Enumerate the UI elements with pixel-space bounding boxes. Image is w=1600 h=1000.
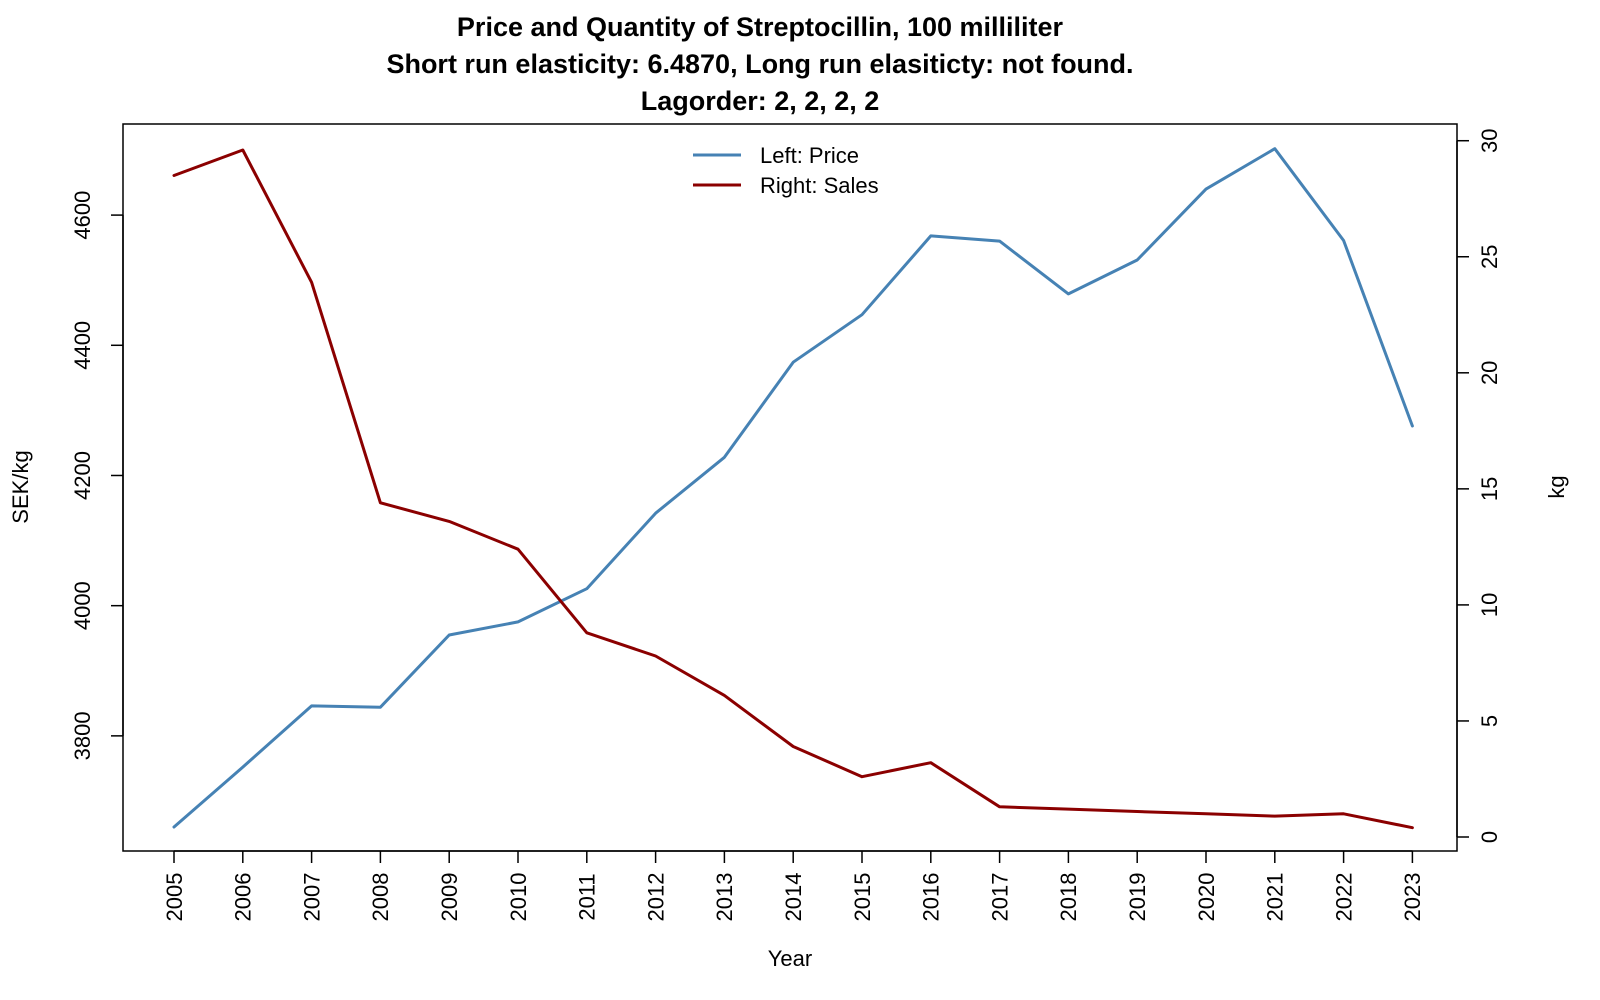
- x-tick-label: 2006: [231, 873, 256, 922]
- chart-title: Price and Quantity of Streptocillin, 100…: [457, 12, 1064, 42]
- x-tick-label: 2020: [1194, 873, 1219, 922]
- x-tick-label: 2009: [437, 873, 462, 922]
- right-tick-label: 30: [1477, 128, 1502, 152]
- right-tick-label: 20: [1477, 361, 1502, 385]
- left-axis-title: SEK/kg: [8, 450, 33, 523]
- right-tick-label: 5: [1477, 715, 1502, 727]
- right-tick-label: 10: [1477, 593, 1502, 617]
- right-axis: 0 5 10 15 20 25 30: [1456, 128, 1502, 843]
- left-axis: 3800 4000 4200 4400 4600: [70, 191, 124, 760]
- x-tick-label: 2022: [1331, 873, 1356, 922]
- x-tick-label: 2012: [643, 873, 668, 922]
- x-tick-label: 2005: [162, 873, 187, 922]
- x-tick-label: 2015: [850, 873, 875, 922]
- left-tick-label: 4200: [70, 451, 95, 500]
- plot-area-frame: [122, 123, 1458, 852]
- left-tick-label: 4000: [70, 581, 95, 630]
- x-tick-label: 2010: [506, 873, 531, 922]
- x-tick-label: 2021: [1263, 873, 1288, 922]
- x-tick-label: 2013: [712, 873, 737, 922]
- right-tick-label: 15: [1477, 477, 1502, 501]
- x-axis-title: Year: [768, 946, 812, 971]
- series-line-sales: [172, 148, 1414, 830]
- x-axis: 2005 2006 2007 2008 2009 2010 2011 2012 2013 2014…: [162, 850, 1425, 922]
- x-tick-label: 2007: [299, 873, 324, 922]
- x-tick-label: 2023: [1400, 873, 1425, 922]
- x-tick-label: 2008: [368, 873, 393, 922]
- x-tick-label: 2014: [781, 873, 806, 922]
- series-group: [172, 147, 1414, 830]
- right-tick-label: 0: [1477, 831, 1502, 843]
- x-tick-label: 2017: [987, 873, 1012, 922]
- legend: Left: Price Right: Sales: [693, 143, 879, 198]
- right-tick-label: 25: [1477, 245, 1502, 269]
- left-tick-label: 4600: [70, 191, 95, 240]
- legend-label-sales: Right: Sales: [760, 173, 879, 198]
- left-tick-label: 3800: [70, 711, 95, 760]
- right-axis-title: kg: [1544, 475, 1569, 498]
- chart-subtitle: Short run elasticity: 6.4870, Long run e…: [386, 49, 1133, 79]
- legend-label-price: Left: Price: [760, 143, 859, 168]
- chart-subtitle-lagorder: Lagorder: 2, 2, 2, 2: [641, 86, 880, 116]
- x-tick-label: 2018: [1056, 873, 1081, 922]
- x-tick-label: 2011: [575, 873, 600, 920]
- x-tick-label: 2016: [919, 873, 944, 922]
- left-tick-label: 4400: [70, 321, 95, 370]
- series-line-price: [172, 147, 1414, 829]
- x-tick-label: 2019: [1125, 873, 1150, 922]
